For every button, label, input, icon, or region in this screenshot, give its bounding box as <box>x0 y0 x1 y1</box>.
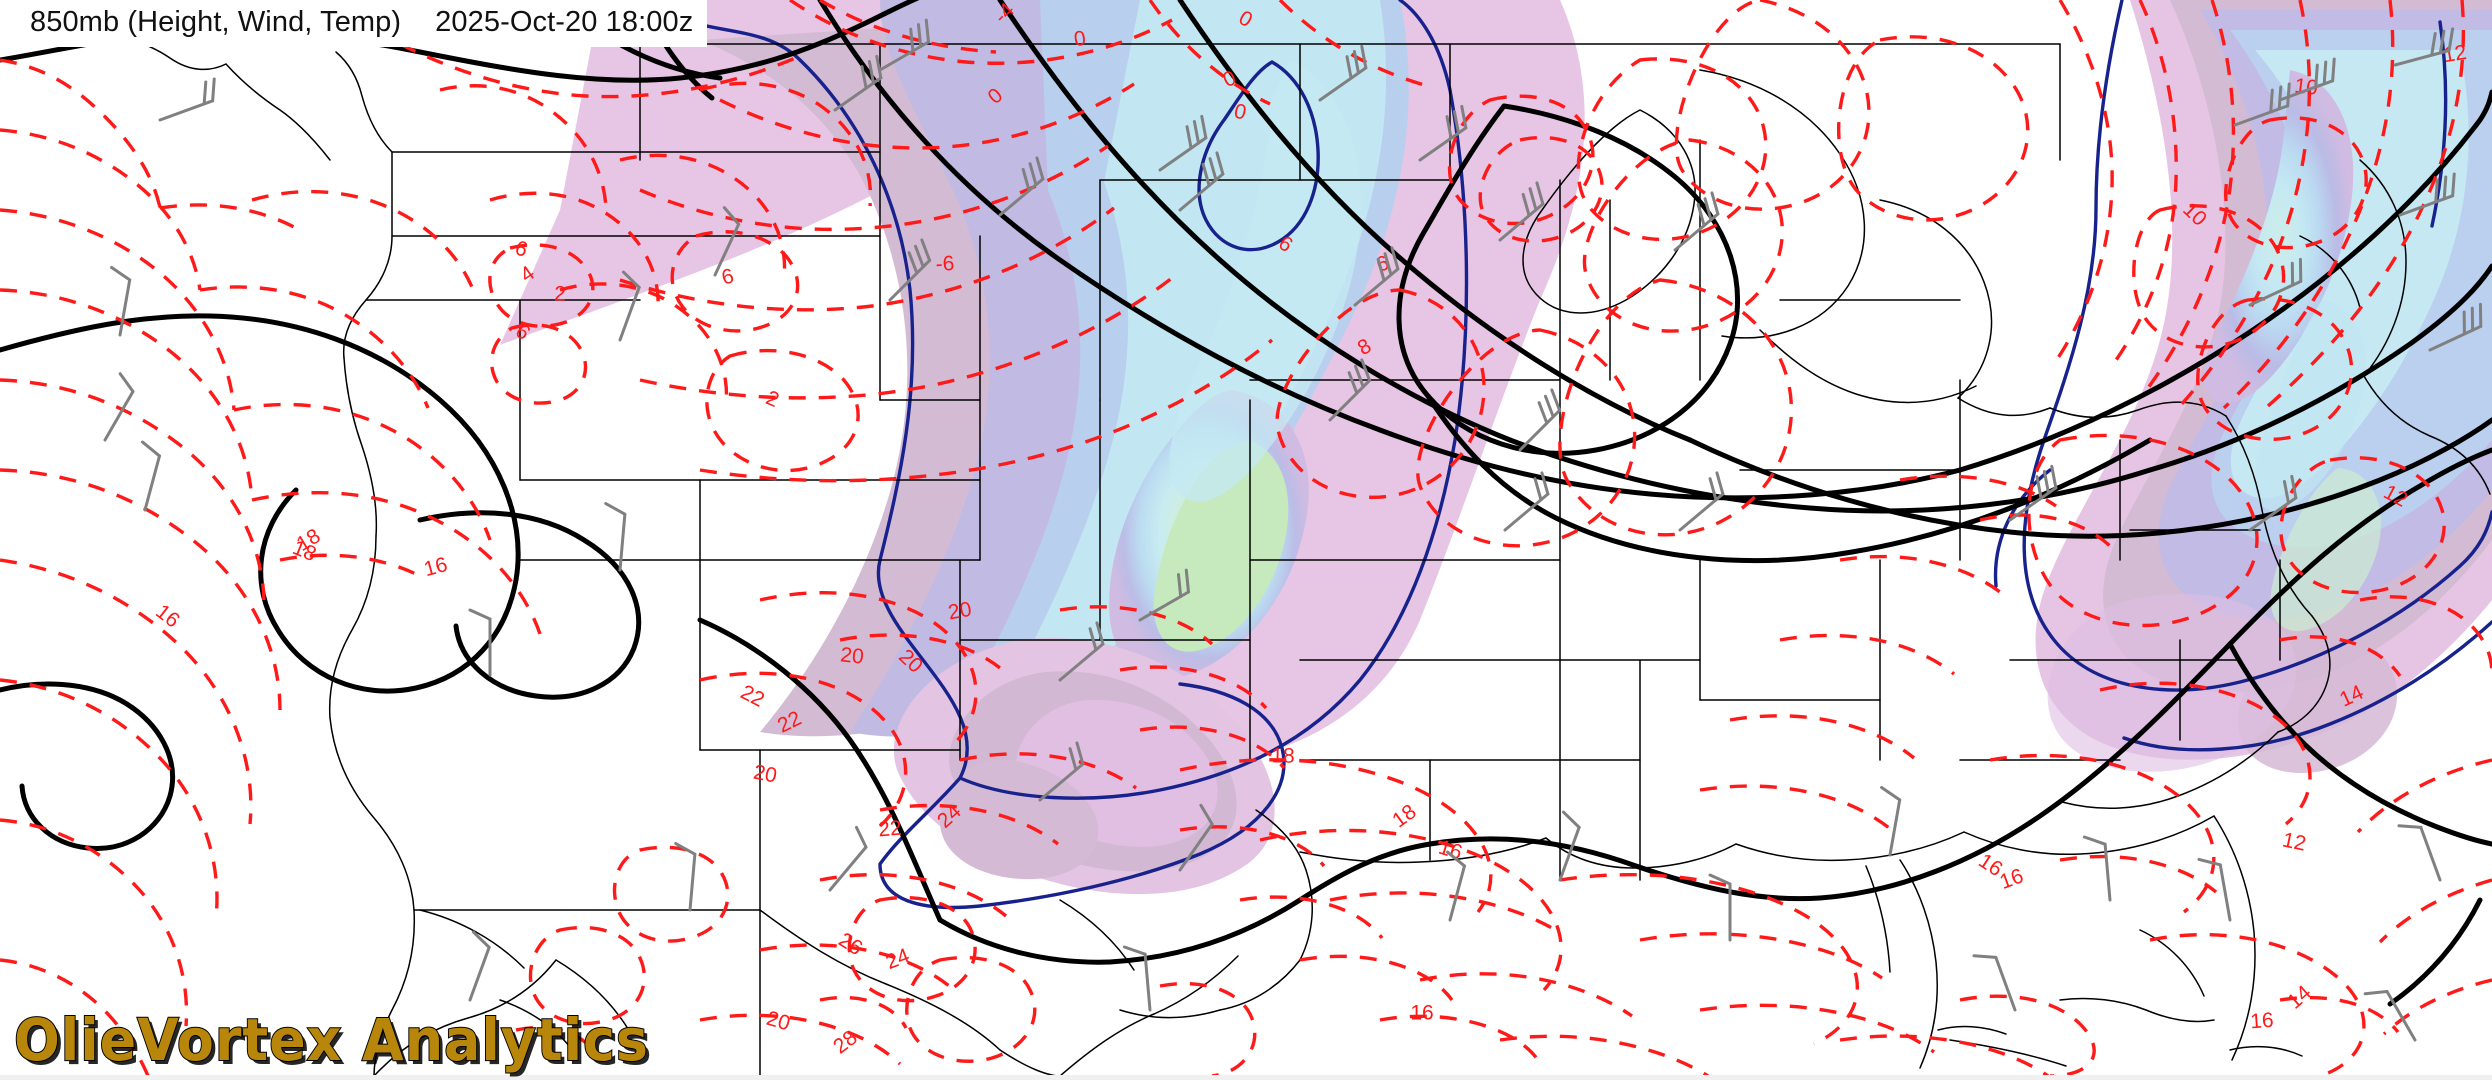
wind-barb-icon <box>1446 850 1466 922</box>
wind-barb-icon <box>1518 388 1562 452</box>
wind-barb-icon <box>2397 824 2442 882</box>
wind-barb-icon <box>2082 835 2112 902</box>
wind-barb-icon <box>1122 945 1152 1012</box>
wind-barb-icon <box>1558 810 1581 882</box>
wind-barb-layer <box>103 0 2483 1042</box>
wind-barb-icon <box>103 372 135 442</box>
isotach-boundary-layer <box>638 0 2492 910</box>
wind-barb-icon <box>998 156 1045 217</box>
wind-barb-icon <box>888 238 932 302</box>
wind-barb-icon <box>1058 621 1105 682</box>
isotherm-label: 0 <box>1072 27 1087 51</box>
isotherm-label: 6 <box>719 265 736 290</box>
isotherm-label: 20 <box>752 761 779 788</box>
wind-barb-icon <box>828 825 868 892</box>
wind-barb-icon <box>1498 181 1545 242</box>
page-title: 850mb (Height, Wind, Temp) <box>30 6 402 38</box>
wind-barb-icon <box>604 502 627 572</box>
wind-barb-icon <box>1708 873 1732 942</box>
wind-barb-icon <box>158 77 216 122</box>
isotherm-label: 12 <box>2442 41 2469 67</box>
wind-barb-icon <box>1678 471 1725 532</box>
wind-barb-icon <box>1972 954 2017 1012</box>
isotherm-label: 16 <box>2249 1009 2274 1034</box>
isotherm-label: -6 <box>935 252 955 276</box>
wind-barb-icon <box>878 18 930 72</box>
wind-barb-icon <box>468 608 492 677</box>
wind-barb-icon <box>2197 857 2232 922</box>
wind-barb-icon <box>1328 358 1372 422</box>
isotherm-label: 20 <box>839 643 865 668</box>
wind-barb-icon <box>2363 990 2417 1042</box>
wind-barb-icon <box>833 54 883 112</box>
wind-barb-icon <box>110 266 132 337</box>
valid-time-label: 2025-Oct-20 18:00z <box>435 6 694 38</box>
wind-barb-icon <box>2428 302 2483 352</box>
wind-barb-icon <box>141 440 161 512</box>
isotherm-label: 20 <box>946 598 973 625</box>
wind-barb-icon <box>468 930 491 1002</box>
isotach-fill-layer <box>500 0 2492 895</box>
wind-barb-icon <box>1418 104 1468 162</box>
wind-barb-icon <box>1178 803 1214 872</box>
wind-barb-icon <box>1038 741 1085 802</box>
wind-barb-icon <box>1673 191 1720 252</box>
wind-barb-icon <box>1880 786 1902 857</box>
isotherm-label: 18 <box>1271 744 1295 767</box>
wind-barb-icon <box>713 206 741 277</box>
wind-barb-icon <box>2398 172 2456 217</box>
wind-barb-icon <box>2248 474 2298 532</box>
wind-barb-icon <box>2233 82 2291 127</box>
isotherm-label: 2 <box>554 282 566 305</box>
isotherm-label: 0 <box>1232 100 1249 125</box>
wind-barb-icon <box>2008 464 2058 522</box>
wind-barb-icon <box>1318 44 1368 102</box>
bottom-edge-strip <box>0 1075 2492 1080</box>
map-title-bar: 850mb (Height, Wind, Temp) 2025-Oct-20 18… <box>0 0 708 47</box>
wind-barb-icon <box>2393 27 2455 67</box>
wind-barb-icon <box>1138 568 1190 622</box>
isotherm-label: 16 <box>1410 1002 1433 1025</box>
isotherm-label: 12 <box>2280 828 2308 855</box>
wind-barb-icon <box>674 842 697 912</box>
wind-barb-icon <box>1178 151 1225 212</box>
wind-barb-icon <box>1158 114 1208 172</box>
wind-barb-icon <box>1353 246 1400 307</box>
wind-barb-icon <box>2248 257 2303 307</box>
wind-barb-icon <box>1503 471 1550 532</box>
wind-barb-icon <box>618 270 641 342</box>
isotherm-label: 22 <box>877 817 902 842</box>
